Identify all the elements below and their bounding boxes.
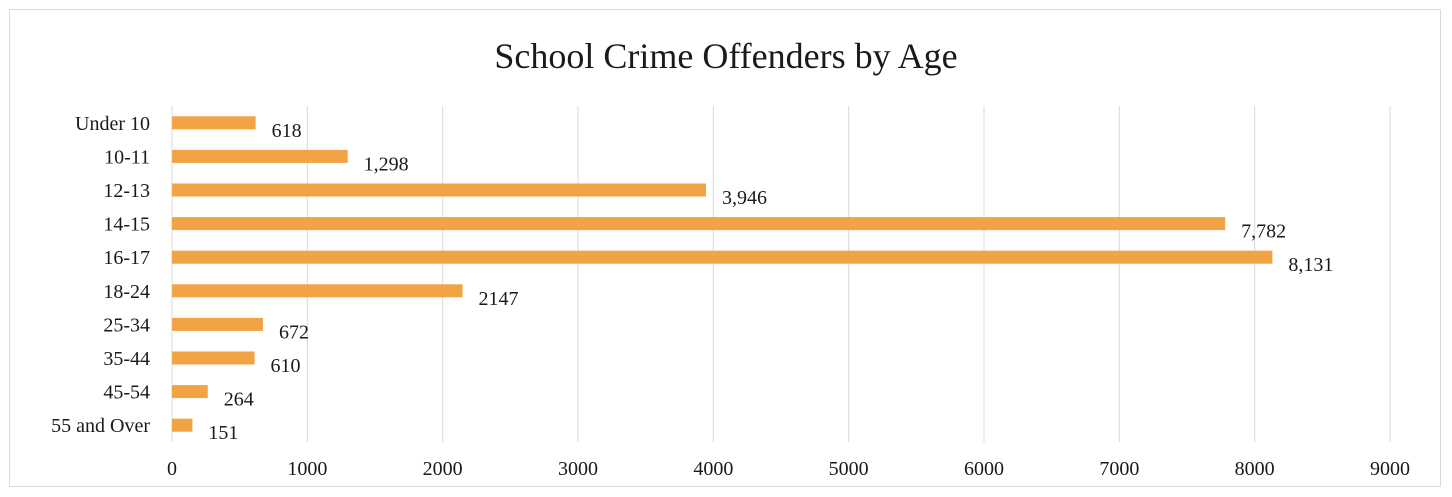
x-tick-label: 9000: [1370, 458, 1410, 480]
x-tick-label: 3000: [558, 458, 598, 480]
bar: [172, 418, 193, 432]
data-label: 618: [272, 120, 302, 142]
x-tick-label: 4000: [693, 458, 733, 480]
bar: [172, 149, 348, 163]
bar: [172, 317, 263, 331]
bar: [172, 183, 707, 197]
x-tick-label: 8000: [1235, 458, 1275, 480]
category-label: 35-44: [103, 348, 150, 370]
category-label: 55 and Over: [51, 415, 150, 437]
data-label: 1,298: [364, 153, 409, 175]
category-label: Under 10: [75, 113, 150, 135]
bar: [172, 351, 255, 365]
category-labels: Under 10 10-11 12-13 14-15 16-17 18-24 25-34 35…: [51, 113, 150, 437]
x-tick-labels: 0 1000 2000 3000 4000 5000 6000 7000 8000 9000: [167, 458, 1410, 480]
x-tick-label: 5000: [829, 458, 869, 480]
category-label: 25-34: [103, 314, 150, 336]
category-label: 12-13: [103, 180, 150, 202]
bars: [172, 116, 1273, 432]
data-label: 8,131: [1288, 254, 1333, 276]
category-label: 14-15: [103, 214, 150, 236]
data-label: 151: [208, 422, 238, 444]
data-label: 2147: [479, 288, 519, 310]
data-label: 672: [279, 321, 309, 343]
chart-frame: [9, 9, 1441, 487]
bar: [172, 284, 463, 298]
data-label: 264: [224, 389, 254, 411]
data-label: 610: [271, 355, 301, 377]
bar: [172, 116, 256, 130]
x-tick-label: 2000: [423, 458, 463, 480]
data-label: 3,946: [722, 187, 767, 209]
x-tick-label: 0: [167, 458, 177, 480]
category-label: 18-24: [103, 281, 150, 303]
chart-title: School Crime Offenders by Age: [494, 36, 958, 76]
category-label: 16-17: [103, 247, 150, 269]
gridlines: [171, 106, 1391, 442]
x-tick-label: 6000: [964, 458, 1004, 480]
x-tick-label: 1000: [287, 458, 327, 480]
bar: [172, 250, 1273, 264]
x-tick-label: 7000: [1099, 458, 1139, 480]
category-label: 45-54: [103, 382, 150, 404]
bar: [172, 385, 208, 399]
data-label: 7,782: [1241, 221, 1286, 243]
category-label: 10-11: [104, 146, 150, 168]
bar: [172, 217, 1226, 231]
